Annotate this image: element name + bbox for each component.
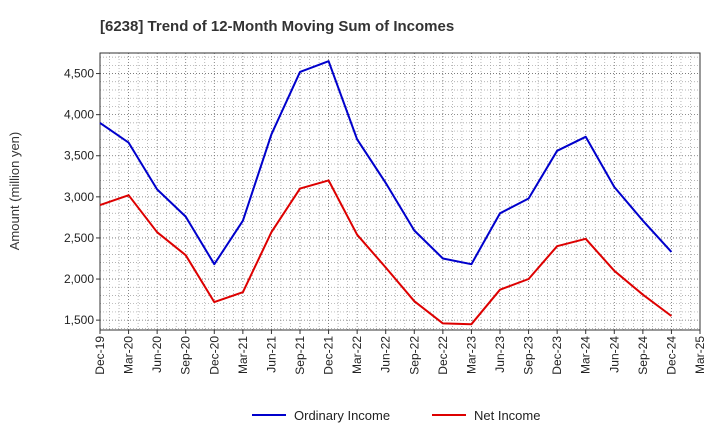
x-tick-label: Mar-24 [579, 336, 593, 374]
grid [100, 53, 700, 330]
series-line-1 [99, 179, 672, 326]
y-tick-label: 3,500 [64, 149, 94, 163]
y-tick-label: 2,000 [64, 272, 94, 286]
legend-label: Ordinary Income [294, 408, 390, 423]
x-tick-label: Jun-23 [493, 336, 507, 373]
x-tick-label: Dec-23 [550, 336, 564, 375]
x-tick-label: Dec-20 [207, 336, 221, 375]
x-tick-label: Dec-21 [322, 336, 336, 375]
series-lines [99, 60, 673, 326]
y-tick-label: 2,500 [64, 231, 94, 245]
plot-frame [99, 52, 701, 331]
x-tick-label: Dec-19 [93, 336, 107, 375]
legend-label: Net Income [474, 408, 540, 423]
x-tick-label: Jun-20 [150, 336, 164, 373]
y-tick-label: 3,000 [64, 190, 94, 204]
x-tick-label: Sep-21 [293, 336, 307, 375]
legend: Ordinary Income Net Income [252, 408, 540, 423]
x-tick-label: Dec-24 [664, 336, 678, 375]
y-tick-label: 4,000 [64, 108, 94, 122]
y-tick-label: 4,500 [64, 67, 94, 81]
x-tick-label: Mar-20 [122, 336, 136, 374]
x-axis: Dec-19 Mar-20 Jun-20 Sep-20 Dec-20 Mar-21 Jun-… [93, 330, 707, 375]
x-tick-label: Jun-21 [264, 336, 278, 373]
x-tick-label: Sep-22 [407, 336, 421, 375]
x-tick-label: Mar-22 [350, 336, 364, 374]
series-line-0 [99, 60, 673, 266]
x-tick-label: Mar-23 [464, 336, 478, 374]
x-tick-label: Sep-23 [522, 336, 536, 375]
x-tick-label: Jun-22 [379, 336, 393, 373]
x-tick-label: Jun-24 [607, 336, 621, 373]
x-tick-label: Mar-25 [693, 336, 707, 374]
x-tick-label: Dec-22 [436, 336, 450, 375]
chart-title: [6238] Trend of 12-Month Moving Sum of I… [100, 18, 454, 35]
x-tick-label: Sep-24 [636, 336, 650, 375]
y-tick-label: 1,500 [64, 313, 94, 327]
y-axis: 1,500 2,000 2,500 3,000 3,500 4,000 4,500 [64, 67, 100, 327]
y-axis-label: Amount (million yen) [7, 132, 22, 251]
x-tick-label: Mar-21 [236, 336, 250, 374]
x-tick-label: Sep-20 [179, 336, 193, 375]
